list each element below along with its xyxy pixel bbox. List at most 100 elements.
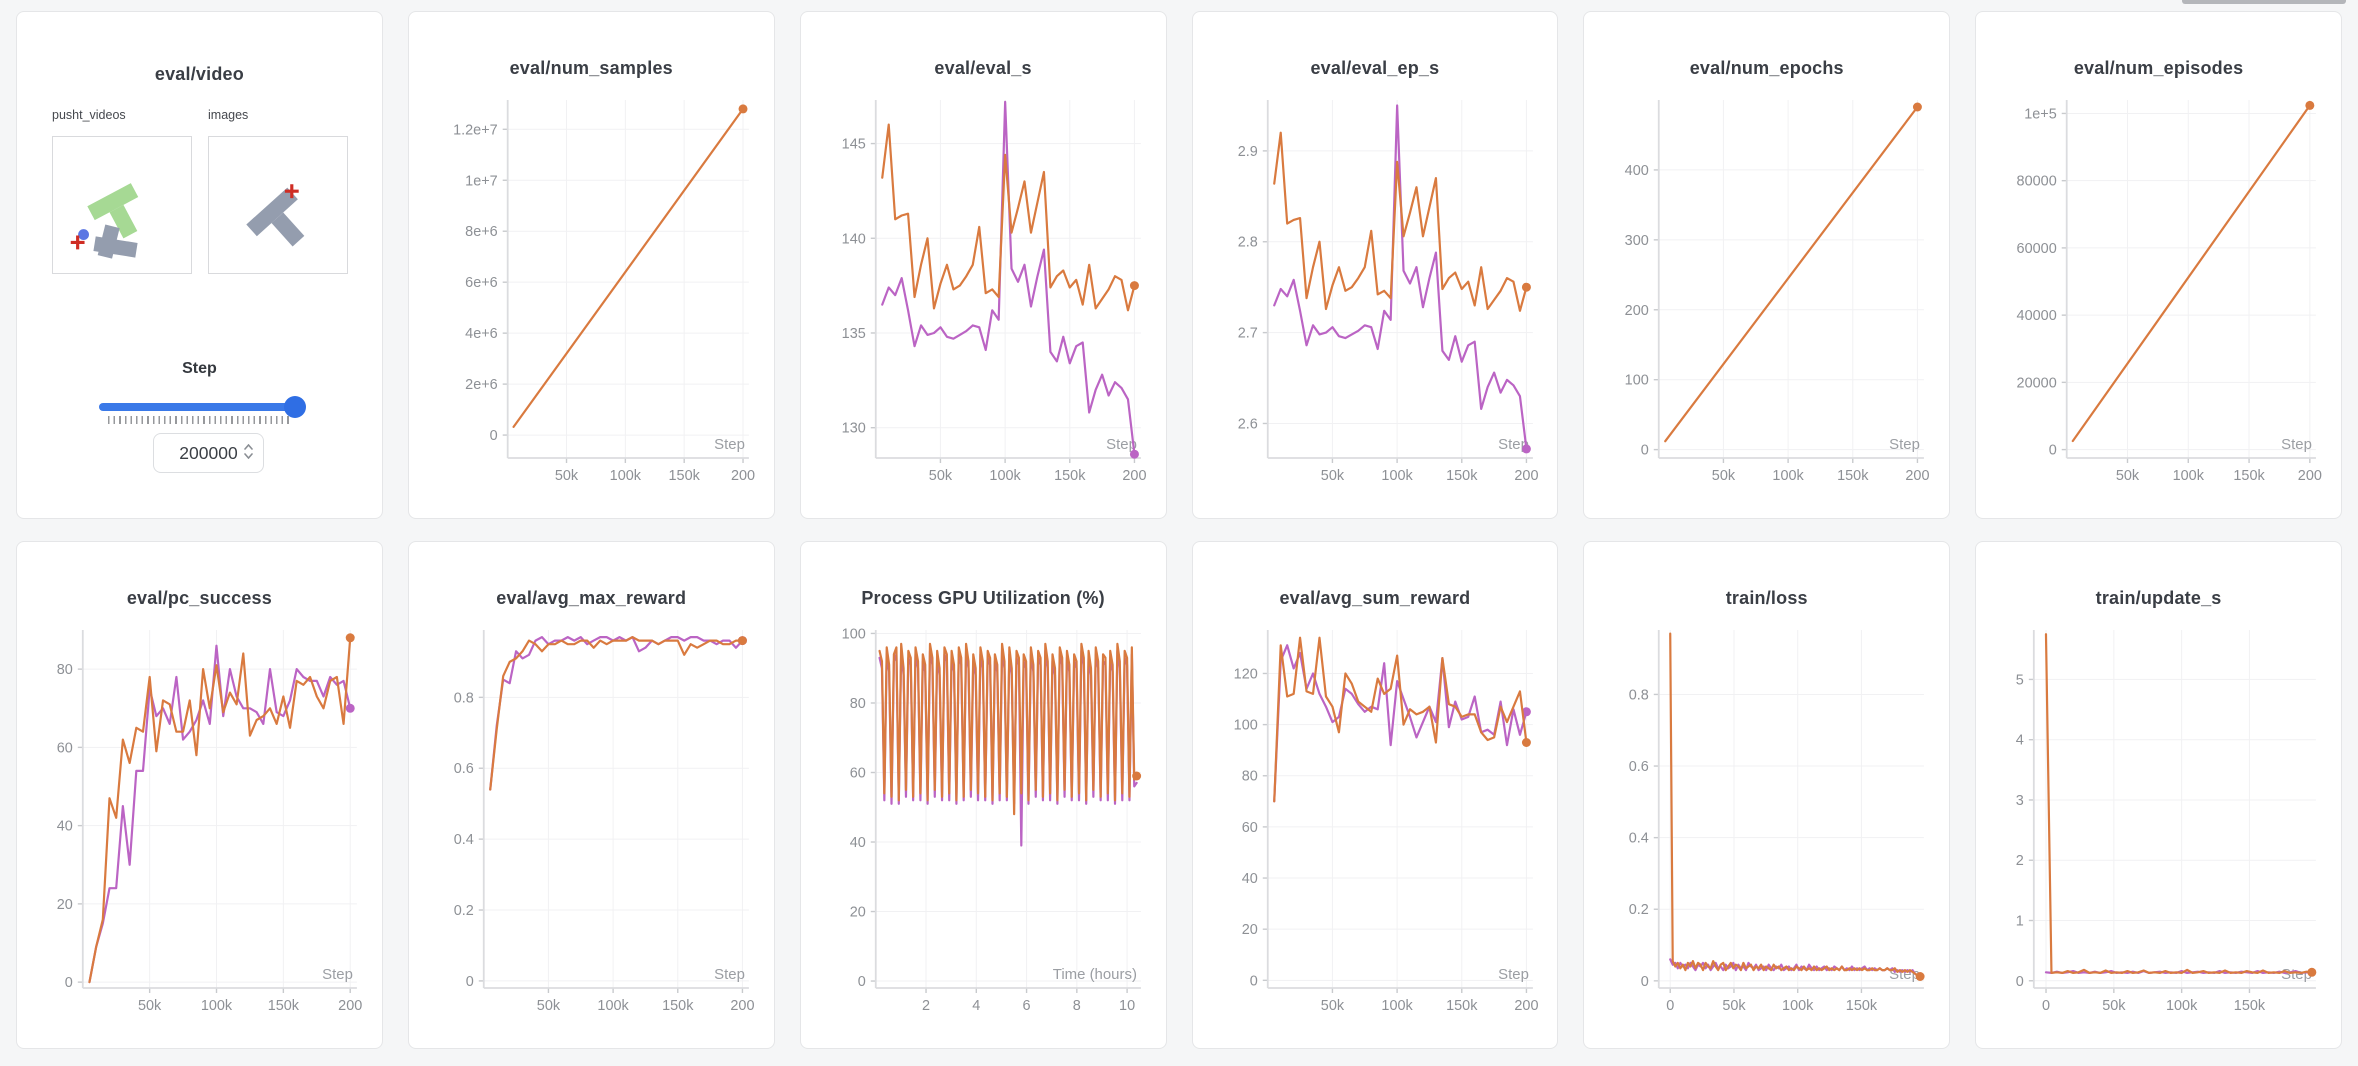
images-thumbnail[interactable] bbox=[208, 136, 348, 274]
panel-eval-video[interactable]: eval/video pusht_videos images bbox=[16, 11, 383, 519]
chart-title: train/update_s bbox=[2095, 588, 2222, 608]
chart-canvas[interactable]: 0 50k 100k 150k 0 1 2 3 4 5 Step bbox=[1976, 610, 2341, 1049]
svg-text:50k: 50k bbox=[537, 998, 561, 1014]
panel-eval-eval-s[interactable]: eval/eval_s 50k 100k 150k 200 130 135 140 145 St… bbox=[799, 11, 1167, 519]
panel-eval-num-episodes[interactable]: eval/num_episodes 50k 100k 150k 200 0 20000 40… bbox=[1975, 11, 2342, 519]
chart-canvas[interactable]: 50k 100k 150k 200 0 100 200 300 400 Step bbox=[1584, 80, 1949, 519]
svg-text:0: 0 bbox=[2042, 998, 2050, 1014]
panel-train-update-s[interactable]: train/update_s 0 50k 100k 150k 0 1 2 3 4 5 Step bbox=[1975, 541, 2342, 1049]
chart-canvas[interactable]: 50k 100k 150k 200 130 135 140 145 Step bbox=[801, 80, 1166, 519]
chart-canvas[interactable]: 50k 100k 150k 200 0 20000 40000 60000 80000 1e+5 S… bbox=[1976, 80, 2341, 519]
svg-text:0: 0 bbox=[65, 975, 73, 991]
panel-eval-num-samples[interactable]: eval/num_samples 50k 100k 150k 200 0 2e+6 4e+6… bbox=[407, 11, 775, 519]
svg-text:150k: 150k bbox=[1837, 468, 1869, 484]
svg-text:40: 40 bbox=[849, 835, 865, 851]
svg-text:Step: Step bbox=[1106, 436, 1137, 453]
svg-text:400: 400 bbox=[1625, 163, 1649, 179]
chart-canvas[interactable]: 50k 100k 150k 200 2.6 2.7 2.8 2.9 Step bbox=[1193, 80, 1558, 519]
svg-text:1: 1 bbox=[2016, 913, 2024, 929]
step-input-spinner[interactable] bbox=[244, 444, 253, 459]
svg-text:5: 5 bbox=[2016, 672, 2024, 688]
svg-text:100k: 100k bbox=[1381, 468, 1413, 484]
chart-title: eval/avg_max_reward bbox=[496, 588, 687, 608]
chart-canvas[interactable]: 50k 100k 150k 200 0 20 40 60 80 100 120 Step bbox=[1193, 610, 1558, 1049]
svg-text:2e+6: 2e+6 bbox=[465, 377, 498, 393]
svg-text:20: 20 bbox=[1241, 922, 1257, 938]
chart-canvas[interactable]: 50k 100k 150k 200 0 20 40 60 80 Step bbox=[17, 610, 382, 1049]
svg-text:100k: 100k bbox=[2166, 998, 2198, 1014]
svg-text:20: 20 bbox=[57, 897, 73, 913]
svg-text:Step: Step bbox=[714, 966, 745, 983]
svg-text:1.2e+7: 1.2e+7 bbox=[453, 122, 498, 138]
slider-tick-marks bbox=[108, 416, 290, 424]
svg-text:200: 200 bbox=[1514, 468, 1538, 484]
svg-text:Step: Step bbox=[2281, 966, 2312, 983]
svg-text:135: 135 bbox=[841, 326, 865, 342]
svg-text:50k: 50k bbox=[1320, 998, 1344, 1014]
svg-text:20: 20 bbox=[849, 905, 865, 921]
svg-text:80: 80 bbox=[849, 696, 865, 712]
svg-text:100k: 100k bbox=[1381, 998, 1413, 1014]
chevron-down-icon[interactable] bbox=[244, 453, 253, 459]
chart-canvas[interactable]: 50k 100k 150k 200 0 0.2 0.4 0.6 0.8 Step bbox=[409, 610, 774, 1049]
chart-title: eval/eval_ep_s bbox=[1310, 58, 1440, 78]
svg-text:100k: 100k bbox=[201, 998, 233, 1014]
svg-text:145: 145 bbox=[841, 137, 865, 153]
svg-text:2: 2 bbox=[922, 998, 930, 1014]
step-slider-title: Step bbox=[182, 360, 217, 377]
svg-text:2.6: 2.6 bbox=[1237, 416, 1257, 432]
step-input[interactable]: 200000 bbox=[153, 433, 264, 473]
svg-text:2.7: 2.7 bbox=[1237, 326, 1257, 342]
chart-title: eval/num_epochs bbox=[1689, 58, 1844, 78]
step-slider[interactable] bbox=[99, 396, 306, 418]
panel-train-loss[interactable]: train/loss 0 50k 100k 150k 0 0.2 0.4 0.6 0.8 Step bbox=[1583, 541, 1951, 1049]
svg-text:2: 2 bbox=[2016, 853, 2024, 869]
panel-eval-avg-max-reward[interactable]: eval/avg_max_reward 50k 100k 150k 200 0 0.2 0.… bbox=[407, 541, 775, 1049]
panel-eval-avg-sum-reward[interactable]: eval/avg_sum_reward 50k 100k 150k 200 0 20 40 6… bbox=[1191, 541, 1559, 1049]
chart-title: eval/eval_s bbox=[934, 58, 1032, 78]
svg-text:50k: 50k bbox=[138, 998, 162, 1014]
images-label: images bbox=[208, 108, 249, 122]
chevron-up-icon[interactable] bbox=[244, 444, 253, 450]
svg-text:10: 10 bbox=[1119, 998, 1135, 1014]
panel-eval-eval-ep-s[interactable]: eval/eval_ep_s 50k 100k 150k 200 2.6 2.7 2.8 2.… bbox=[1191, 11, 1559, 519]
svg-text:20000: 20000 bbox=[2017, 375, 2057, 391]
svg-text:200: 200 bbox=[338, 998, 362, 1014]
svg-text:40: 40 bbox=[57, 819, 73, 835]
svg-text:Step: Step bbox=[1498, 966, 1529, 983]
svg-text:0.4: 0.4 bbox=[1629, 831, 1649, 847]
svg-text:50k: 50k bbox=[928, 468, 952, 484]
svg-text:50k: 50k bbox=[555, 468, 579, 484]
pusht-video-thumbnail[interactable] bbox=[52, 136, 192, 274]
svg-text:Time (hours): Time (hours) bbox=[1052, 966, 1136, 983]
svg-text:0.6: 0.6 bbox=[454, 761, 474, 777]
svg-text:50k: 50k bbox=[1712, 468, 1736, 484]
svg-text:200: 200 bbox=[1906, 468, 1930, 484]
svg-text:Step: Step bbox=[322, 966, 353, 983]
svg-text:0: 0 bbox=[1249, 973, 1257, 989]
svg-text:300: 300 bbox=[1625, 233, 1649, 249]
svg-text:80000: 80000 bbox=[2017, 174, 2057, 190]
step-slider-thumb[interactable] bbox=[284, 396, 306, 418]
panel-gpu-utilization[interactable]: Process GPU Utilization (%) 2 4 6 8 10 0 20 40 6… bbox=[799, 541, 1167, 1049]
svg-text:0.8: 0.8 bbox=[454, 690, 474, 706]
svg-text:50k: 50k bbox=[1320, 468, 1344, 484]
panel-eval-num-epochs[interactable]: eval/num_epochs 50k 100k 150k 200 0 100 200 300… bbox=[1583, 11, 1951, 519]
svg-text:100: 100 bbox=[841, 626, 865, 642]
svg-text:80: 80 bbox=[1241, 769, 1257, 785]
pusht-videos-label: pusht_videos bbox=[52, 108, 126, 122]
svg-text:100k: 100k bbox=[1782, 998, 1814, 1014]
pusht-video-frame bbox=[70, 183, 139, 259]
svg-text:Step: Step bbox=[2281, 436, 2312, 453]
svg-text:4: 4 bbox=[972, 998, 980, 1014]
svg-text:0.6: 0.6 bbox=[1629, 759, 1649, 775]
svg-text:200: 200 bbox=[1625, 303, 1649, 319]
chart-title: train/loss bbox=[1725, 588, 1808, 608]
chart-canvas[interactable]: 50k 100k 150k 200 0 2e+6 4e+6 6e+6 8e+6 1e+7 1.2e+… bbox=[409, 80, 774, 519]
chart-title: eval/pc_success bbox=[126, 588, 272, 608]
svg-text:150k: 150k bbox=[2234, 998, 2266, 1014]
svg-text:150k: 150k bbox=[1446, 998, 1478, 1014]
panel-eval-pc-success[interactable]: eval/pc_success 50k 100k 150k 200 0 20 40 60 80 S… bbox=[16, 541, 383, 1049]
